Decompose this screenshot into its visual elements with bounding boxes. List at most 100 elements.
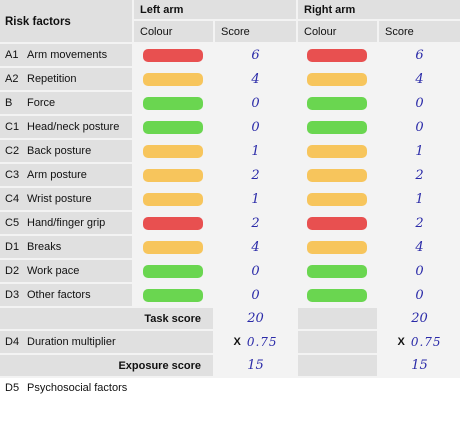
left-score-cell: 0 bbox=[215, 284, 296, 306]
risk-factor-code: D3 bbox=[5, 289, 20, 301]
risk-factor-label-cell: D1 Breaks bbox=[0, 236, 132, 258]
left-score-value: 4 bbox=[251, 71, 260, 87]
left-colour-bar bbox=[143, 192, 203, 206]
left-colour-cell bbox=[134, 284, 213, 306]
risk-factor-label: Breaks bbox=[27, 241, 62, 253]
risk-factor-code: C2 bbox=[5, 145, 20, 157]
risk-factor-label: Repetition bbox=[27, 73, 77, 85]
right-score-value: 2 bbox=[415, 215, 424, 231]
risk-factor-code: B bbox=[5, 97, 13, 109]
psychosocial-row: D5 Psychosocial factors bbox=[0, 378, 460, 424]
left-colour-bar bbox=[143, 216, 203, 230]
left-score-cell: 6 bbox=[215, 44, 296, 66]
right-score-cell: 0 bbox=[379, 92, 460, 114]
risk-factor-label-cell: D3 Other factors bbox=[0, 284, 132, 306]
left-colour-cell bbox=[134, 164, 213, 186]
risk-factor-label-cell: A2 Repetition bbox=[0, 68, 132, 90]
left-score-value: 6 bbox=[251, 47, 260, 63]
left-score-value: 2 bbox=[251, 215, 260, 231]
psychosocial-label: Psychosocial factors bbox=[27, 382, 128, 394]
header-left-score: Score bbox=[215, 21, 296, 42]
header-left-colour: Colour bbox=[134, 21, 213, 42]
left-arm-heading: Left arm bbox=[140, 3, 184, 16]
right-score-value: 1 bbox=[415, 191, 424, 207]
right-colour-bar bbox=[307, 240, 367, 254]
left-colour-cell bbox=[134, 212, 213, 234]
left-score-cell: 4 bbox=[215, 68, 296, 90]
risk-factor-label-cell: C5 Hand/finger grip bbox=[0, 212, 132, 234]
risk-factor-label: Hand/finger grip bbox=[27, 217, 106, 229]
risk-factors-heading: Risk factors bbox=[5, 16, 71, 28]
right-colour-bar bbox=[307, 288, 367, 302]
left-colour-bar bbox=[143, 288, 203, 302]
risk-factor-label-cell: C4 Wrist posture bbox=[0, 188, 132, 210]
right-score-cell: 2 bbox=[379, 212, 460, 234]
right-colour-cell bbox=[298, 44, 377, 66]
right-colour-cell bbox=[298, 140, 377, 162]
left-colour-bar bbox=[143, 144, 203, 158]
right-colour-cell bbox=[298, 284, 377, 306]
risk-factor-label: Work pace bbox=[27, 265, 80, 277]
left-colour-bar bbox=[143, 96, 203, 110]
multiply-sign: X bbox=[233, 336, 241, 348]
left-colour-cell bbox=[134, 188, 213, 210]
task-score-left-value: 20 bbox=[247, 311, 264, 326]
right-colour-cell bbox=[298, 236, 377, 258]
right-arm-heading: Right arm bbox=[304, 3, 356, 16]
right-colour-bar bbox=[307, 216, 367, 230]
left-colour-cell bbox=[134, 92, 213, 114]
right-colour-bar bbox=[307, 120, 367, 134]
left-colour-cell bbox=[134, 236, 213, 258]
right-colour-cell bbox=[298, 68, 377, 90]
left-colour-bar bbox=[143, 264, 203, 278]
right-score-cell: 0 bbox=[379, 260, 460, 282]
left-colour-heading: Colour bbox=[140, 25, 173, 38]
left-colour-bar bbox=[143, 120, 203, 134]
header-right-arm: Right arm bbox=[298, 0, 460, 19]
left-score-cell: 0 bbox=[215, 92, 296, 114]
right-colour-cell bbox=[298, 260, 377, 282]
left-score-cell: 0 bbox=[215, 260, 296, 282]
risk-factor-code: D1 bbox=[5, 241, 20, 253]
risk-factor-label: Head/neck posture bbox=[27, 121, 120, 133]
right-score-value: 0 bbox=[415, 263, 424, 279]
right-colour-bar bbox=[307, 144, 367, 158]
left-colour-bar bbox=[143, 240, 203, 254]
right-score-value: 4 bbox=[415, 239, 424, 255]
left-score-cell: 1 bbox=[215, 188, 296, 210]
task-score-left: 20 bbox=[215, 308, 296, 329]
duration-left-value: 0.75 bbox=[246, 335, 278, 349]
task-score-label: Task score bbox=[144, 312, 201, 325]
right-colour-cell bbox=[298, 116, 377, 138]
right-score-cell: 0 bbox=[379, 116, 460, 138]
exposure-score-label-cell: Exposure score bbox=[0, 355, 213, 376]
exposure-score-right-blank bbox=[298, 355, 377, 376]
left-colour-cell bbox=[134, 116, 213, 138]
risk-factor-label: Arm movements bbox=[27, 49, 108, 61]
risk-factor-label-cell: C2 Back posture bbox=[0, 140, 132, 162]
right-colour-cell bbox=[298, 92, 377, 114]
risk-factor-label: Arm posture bbox=[27, 169, 87, 181]
duration-label: Duration multiplier bbox=[27, 336, 116, 348]
exposure-score-right-value: 15 bbox=[411, 358, 428, 373]
risk-factor-code: C1 bbox=[5, 121, 20, 133]
left-colour-bar bbox=[143, 168, 203, 182]
right-score-cell: 6 bbox=[379, 44, 460, 66]
left-score-value: 0 bbox=[251, 287, 260, 303]
header-risk-factors: Risk factors bbox=[0, 0, 132, 42]
right-score-value: 0 bbox=[415, 287, 424, 303]
task-score-label-cell: Task score bbox=[0, 308, 213, 329]
duration-right-value: 0.75 bbox=[410, 335, 442, 349]
right-score-cell: 1 bbox=[379, 188, 460, 210]
right-colour-bar bbox=[307, 96, 367, 110]
task-score-right-value: 20 bbox=[411, 311, 428, 326]
right-score-heading: Score bbox=[385, 25, 414, 38]
left-score-value: 1 bbox=[251, 143, 260, 159]
right-colour-bar bbox=[307, 192, 367, 206]
risk-factor-label: Back posture bbox=[27, 145, 92, 157]
right-score-cell: 0 bbox=[379, 284, 460, 306]
task-score-right-blank bbox=[298, 308, 377, 329]
risk-factor-code: A2 bbox=[5, 73, 19, 85]
right-score-value: 0 bbox=[415, 95, 424, 111]
